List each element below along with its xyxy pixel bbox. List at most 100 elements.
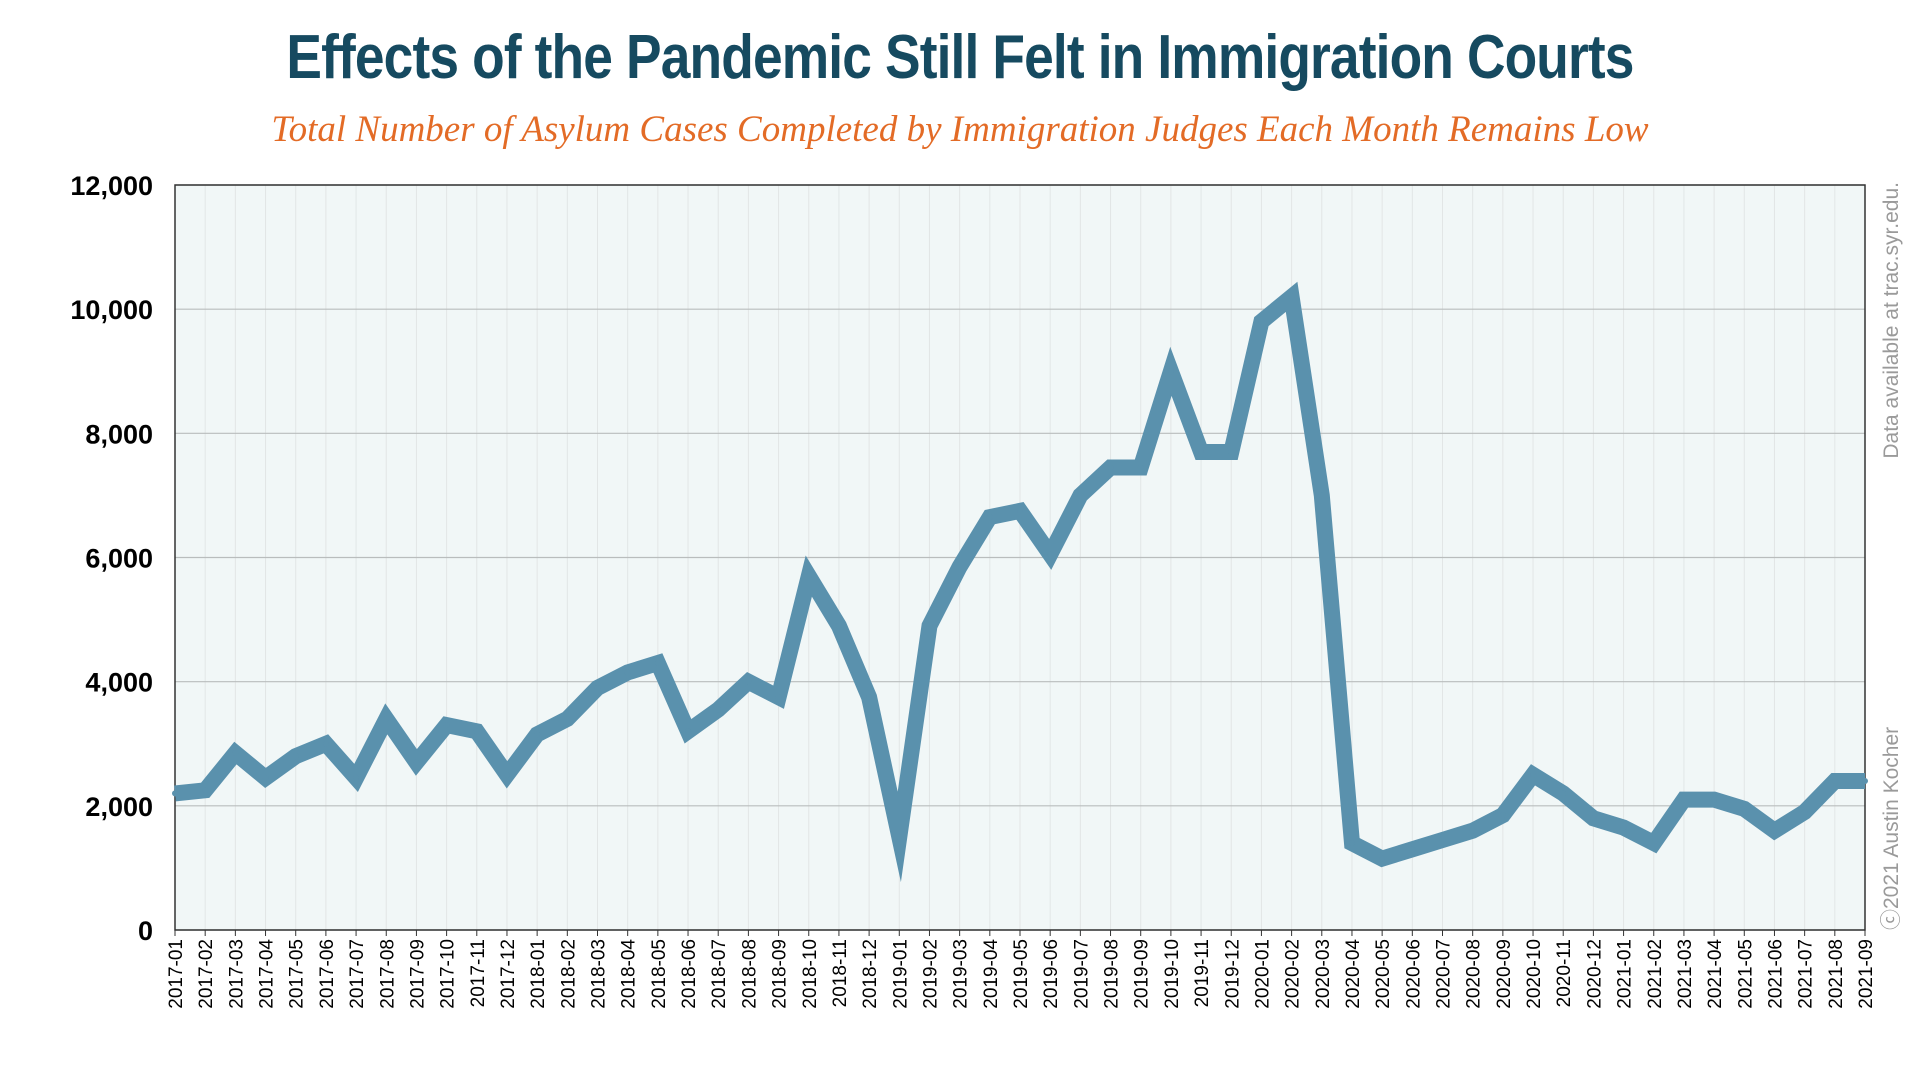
- x-tick-label: 2018-03: [589, 939, 610, 1009]
- x-tick-label: 2017-02: [196, 939, 217, 1009]
- x-tick-label: 2019-11: [1192, 939, 1213, 1007]
- x-tick-label: 2020-01: [1252, 939, 1273, 1009]
- data-point: [473, 728, 480, 735]
- data-points: [172, 293, 1868, 862]
- y-tick-label: 8,000: [85, 419, 153, 449]
- x-tick-label: 2018-11: [830, 939, 851, 1007]
- x-tick-label: 2021-02: [1645, 939, 1666, 1009]
- x-tick-label: 2020-11: [1554, 939, 1575, 1007]
- x-tick-label: 2021-03: [1675, 939, 1696, 1009]
- data-source-note: Data available at trac.syr.edu.: [1880, 182, 1903, 459]
- data-point: [1590, 815, 1597, 822]
- x-tick-label: 2020-02: [1283, 939, 1304, 1009]
- data-point: [1137, 464, 1144, 471]
- data-point: [1017, 507, 1023, 514]
- y-tick-label: 10,000: [70, 295, 153, 325]
- data-point: [956, 563, 963, 570]
- data-point: [1680, 796, 1687, 803]
- data-point: [1801, 809, 1808, 816]
- x-tick-label: 2020-09: [1494, 939, 1515, 1009]
- x-tick-label: 2017-09: [407, 939, 428, 1009]
- data-point: [654, 660, 661, 667]
- x-tick-label: 2017-12: [498, 939, 519, 1009]
- data-point: [1831, 778, 1838, 784]
- data-point: [383, 715, 390, 722]
- data-point: [172, 790, 178, 797]
- x-tick-label: 2017-11: [468, 939, 489, 1007]
- data-point: [443, 722, 450, 729]
- data-point: [1077, 492, 1084, 499]
- x-tick-label: 2021-06: [1765, 939, 1786, 1009]
- data-point: [1379, 855, 1386, 862]
- data-point: [262, 774, 269, 781]
- data-point: [896, 833, 903, 840]
- x-tick-label: 2019-01: [890, 939, 911, 1009]
- data-point: [715, 706, 722, 713]
- data-point: [503, 771, 510, 778]
- y-tick-label: 12,000: [70, 171, 153, 201]
- x-tick-label: 2019-06: [1041, 939, 1062, 1009]
- x-tick-label: 2021-04: [1705, 939, 1726, 1009]
- data-point: [986, 514, 993, 521]
- x-tick-label: 2017-05: [287, 939, 308, 1009]
- x-tick-label: 2020-06: [1403, 939, 1424, 1009]
- data-point: [805, 573, 812, 580]
- chart-subtitle: Total Number of Asylum Cases Completed b…: [271, 109, 1649, 150]
- copyright-note: ⓒ2021 Austin Kocher: [1880, 727, 1903, 930]
- x-tick-label: 2019-09: [1132, 939, 1153, 1009]
- data-point: [1258, 318, 1265, 325]
- data-point: [413, 759, 420, 766]
- data-point: [232, 750, 239, 757]
- data-point: [202, 787, 209, 794]
- data-point: [1620, 824, 1627, 831]
- x-tick-label: 2018-02: [558, 939, 579, 1009]
- data-point: [1047, 551, 1054, 558]
- x-tick-label: 2020-05: [1373, 939, 1394, 1009]
- data-point: [1288, 293, 1295, 300]
- x-tick-label: 2018-09: [770, 939, 791, 1009]
- x-tick-label: 2019-07: [1071, 939, 1092, 1009]
- y-tick-label: 6,000: [85, 544, 153, 574]
- data-point: [775, 694, 782, 701]
- x-tick-label: 2020-08: [1464, 939, 1485, 1009]
- data-point: [594, 684, 601, 691]
- x-tick-label: 2020-12: [1584, 939, 1605, 1009]
- x-tick-label: 2019-10: [1162, 939, 1183, 1009]
- x-tick-label: 2021-01: [1615, 939, 1636, 1009]
- x-tick-label: 2021-07: [1796, 939, 1817, 1009]
- x-tick-label: 2019-02: [920, 939, 941, 1009]
- x-tick-label: 2017-08: [377, 939, 398, 1009]
- data-point: [1198, 448, 1205, 455]
- data-point: [1318, 492, 1325, 499]
- x-tick-label: 2018-12: [860, 939, 881, 1009]
- x-tick-label: 2017-04: [257, 939, 278, 1009]
- x-tick-label: 2019-12: [1222, 939, 1243, 1009]
- x-tick-label: 2017-07: [347, 939, 368, 1009]
- x-tick-label: 2021-05: [1735, 939, 1756, 1009]
- data-point: [1862, 778, 1868, 784]
- data-point: [866, 694, 873, 701]
- y-tick-label: 4,000: [85, 668, 153, 698]
- x-tick-label: 2018-01: [528, 939, 549, 1009]
- x-tick-label: 2018-04: [619, 939, 640, 1009]
- data-point: [322, 740, 329, 747]
- data-point: [1560, 790, 1567, 797]
- x-tick-label: 2019-05: [1011, 939, 1032, 1009]
- data-point: [624, 669, 631, 676]
- data-point: [1107, 464, 1114, 471]
- chart-title: Effects of the Pandemic Still Felt in Im…: [286, 23, 1634, 92]
- x-axis: 2017-01 2017-02 2017-03 2017-04 2017-05 2017-…: [166, 930, 1877, 1009]
- data-point: [564, 715, 571, 722]
- data-point: [1348, 840, 1355, 847]
- data-point: [1469, 827, 1476, 834]
- y-tick-label: 2,000: [85, 792, 153, 822]
- x-tick-label: 2019-08: [1102, 939, 1123, 1009]
- data-point: [1771, 827, 1778, 834]
- data-point: [1439, 836, 1446, 843]
- x-tick-label: 2018-08: [739, 939, 760, 1009]
- data-point: [353, 774, 360, 781]
- x-tick-label: 2019-04: [981, 939, 1002, 1009]
- data-point: [1499, 812, 1506, 819]
- x-tick-label: 2021-09: [1856, 939, 1877, 1009]
